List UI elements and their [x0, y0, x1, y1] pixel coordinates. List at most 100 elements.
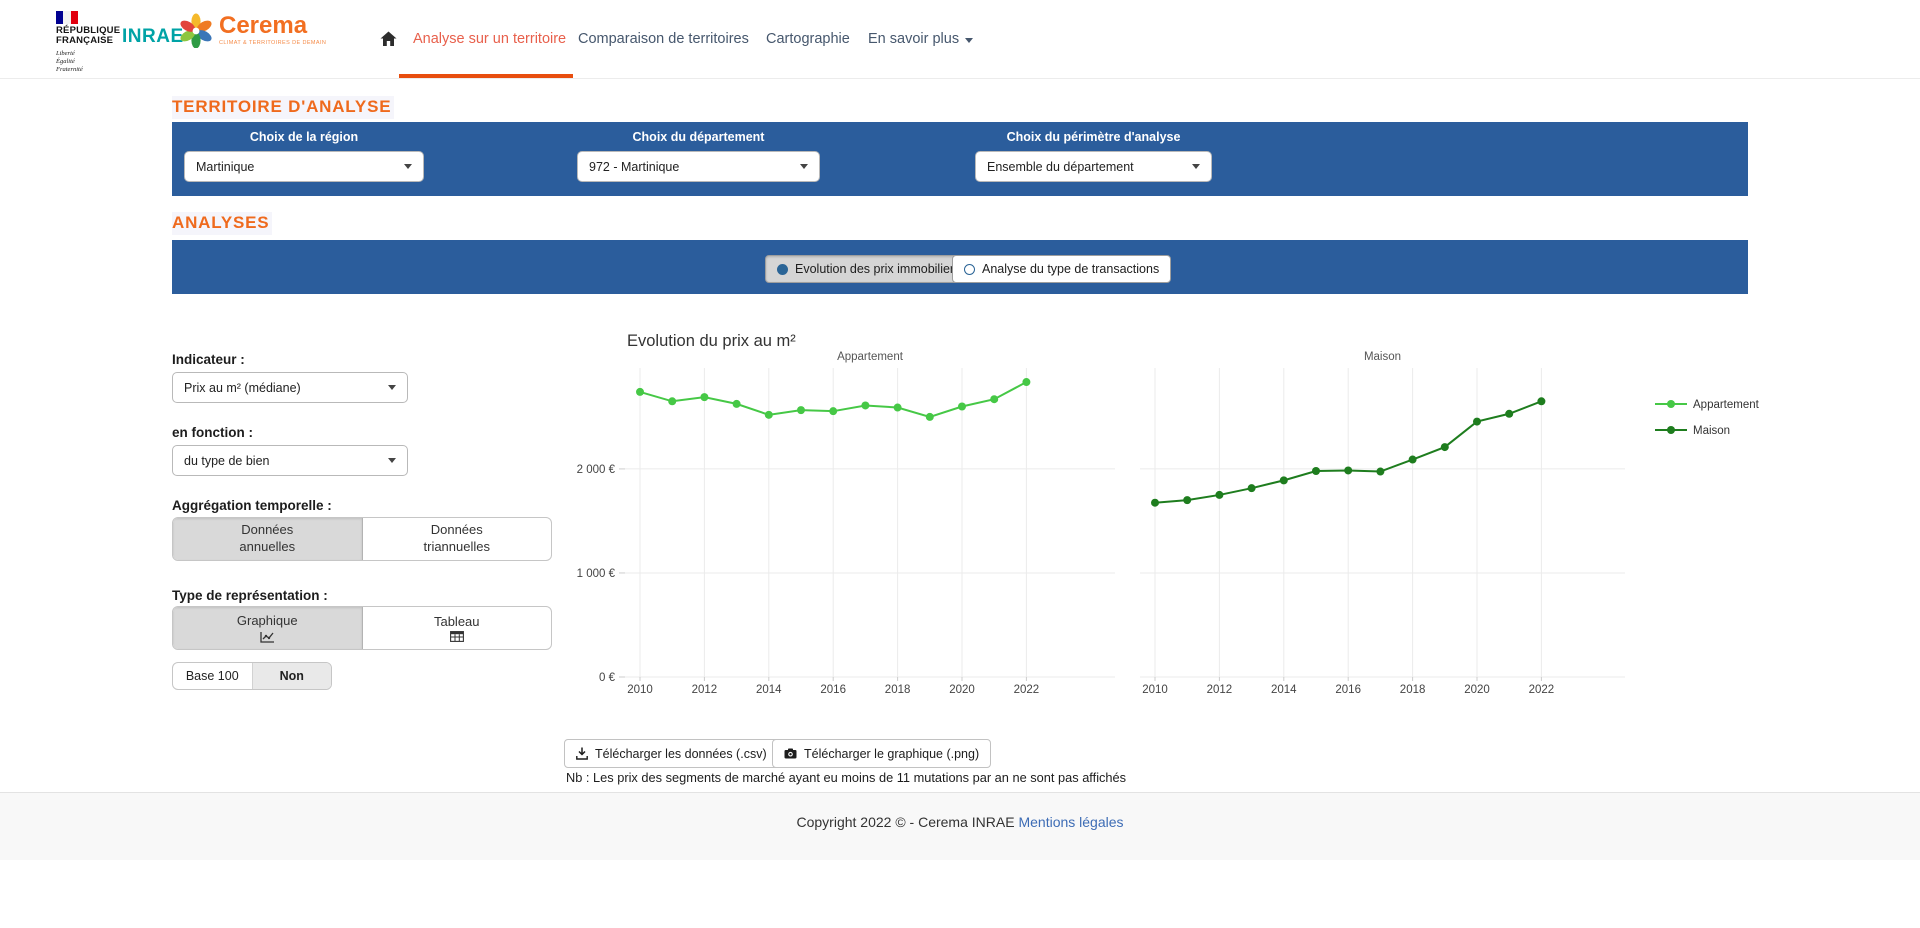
- svg-text:2022: 2022: [1014, 684, 1040, 696]
- region-select[interactable]: Martinique: [184, 151, 424, 182]
- nav-item-comparaison-territoires[interactable]: Comparaison de territoires: [578, 31, 749, 47]
- line-chart-icon: [260, 631, 275, 643]
- nav-item-analyse-territoire[interactable]: Analyse sur un territoire: [413, 31, 567, 47]
- republique-motto: Liberté Égalité Fraternité: [56, 49, 83, 74]
- representation-label: Type de représentation :: [172, 588, 328, 603]
- region-select-value: Martinique: [196, 159, 255, 174]
- nav-item-en-savoir-plus[interactable]: En savoir plus: [868, 0, 974, 78]
- representation-option-graphique[interactable]: Graphique: [173, 607, 363, 649]
- base100-toggle: Base 100 Non: [172, 662, 332, 690]
- download-png-label: Télécharger le graphique (.png): [804, 746, 980, 761]
- cerema-name: Cerema: [219, 12, 308, 39]
- camera-icon: [784, 748, 797, 759]
- home-icon[interactable]: [380, 0, 397, 78]
- svg-text:2012: 2012: [692, 684, 718, 696]
- radio-label: Analyse du type de transactions: [982, 262, 1160, 276]
- aggregation-option-donnees-annuelles[interactable]: Données annuelles: [173, 518, 363, 560]
- base100-value-segment[interactable]: Non: [251, 663, 331, 689]
- download-csv-button[interactable]: Télécharger les données (.csv): [564, 739, 779, 768]
- download-png-button[interactable]: Télécharger le graphique (.png): [772, 739, 992, 768]
- table-icon: [449, 631, 464, 643]
- perimetre-label: Choix du périmètre d'analyse: [1006, 130, 1181, 144]
- cerema-pinwheel-icon: [178, 12, 214, 49]
- radio-evolution-prix-immobilier[interactable]: Evolution des prix immobilier: [765, 255, 967, 283]
- svg-text:2016: 2016: [1335, 684, 1361, 696]
- departement-select[interactable]: 972 - Martinique: [577, 151, 820, 182]
- chevron-down-icon: [388, 458, 396, 463]
- svg-text:Maison: Maison: [1693, 425, 1730, 437]
- indicateur-select-value: Prix au m² (médiane): [184, 380, 301, 395]
- svg-text:2010: 2010: [1142, 684, 1168, 696]
- chevron-down-icon: [1192, 164, 1200, 169]
- indicateur-select[interactable]: Prix au m² (médiane): [172, 372, 408, 403]
- aggregation-label: Aggrégation temporelle :: [172, 498, 332, 513]
- svg-text:2018: 2018: [1400, 684, 1426, 696]
- base100-label-segment[interactable]: Base 100: [185, 669, 239, 683]
- active-tab-underline: [399, 74, 573, 78]
- representation-option-tableau[interactable]: Tableau: [363, 607, 552, 649]
- svg-text:Appartement: Appartement: [1693, 399, 1760, 411]
- svg-text:2014: 2014: [756, 684, 782, 696]
- radio-label: Evolution des prix immobilier: [795, 262, 955, 276]
- chevron-down-icon: [800, 164, 808, 169]
- svg-text:2 000 €: 2 000 €: [577, 464, 616, 476]
- svg-text:2010: 2010: [627, 684, 653, 696]
- perimetre-select[interactable]: Ensemble du département: [975, 151, 1212, 182]
- copyright-text: Copyright 2022 © - Cerema INRAE: [796, 814, 1015, 830]
- svg-text:2018: 2018: [885, 684, 911, 696]
- segment-label-line: Données: [430, 522, 483, 538]
- perimetre-select-value: Ensemble du département: [987, 159, 1134, 174]
- territoire-heading: TERRITOIRE D'ANALYSE: [172, 96, 395, 119]
- aggregation-toggle-group: Données annuelles Données triannuelles: [172, 517, 552, 561]
- representation-toggle-group: Graphique Tableau: [172, 606, 552, 650]
- republique-francaise-logo: RÉPUBLIQUE FRANÇAISE Liberté Égalité Fra…: [56, 11, 146, 74]
- svg-text:2020: 2020: [1464, 684, 1490, 696]
- radio-checked-icon: [777, 263, 788, 275]
- svg-text:0 €: 0 €: [599, 672, 616, 684]
- radio-analyse-type-transactions[interactable]: Analyse du type de transactions: [952, 255, 1172, 283]
- chart-note: Nb : Les prix des segments de marché aya…: [566, 770, 1127, 785]
- mentions-legales-link[interactable]: Mentions légales: [1018, 814, 1124, 830]
- nav-item-label: En savoir plus: [868, 31, 960, 47]
- territoire-panel: Choix de la région Choix du département …: [172, 122, 1748, 196]
- fonction-select[interactable]: du type de bien: [172, 445, 408, 476]
- svg-text:Maison: Maison: [1364, 351, 1401, 363]
- fonction-label: en fonction :: [172, 425, 253, 440]
- segment-label-line: Données: [241, 522, 294, 538]
- french-flag-icon: [56, 11, 78, 24]
- svg-text:1 000 €: 1 000 €: [577, 568, 616, 580]
- radio-unchecked-icon: [964, 263, 975, 275]
- indicateur-label: Indicateur :: [172, 352, 245, 367]
- svg-text:2012: 2012: [1207, 684, 1233, 696]
- region-label: Choix de la région: [249, 130, 359, 144]
- analyses-heading: ANALYSES: [172, 212, 273, 235]
- aggregation-option-donnees-triannuelles[interactable]: Données triannuelles: [363, 518, 552, 560]
- nav-item-cartographie[interactable]: Cartographie: [766, 31, 850, 47]
- download-csv-label: Télécharger les données (.csv): [595, 746, 767, 761]
- download-icon: [576, 747, 588, 760]
- svg-text:2014: 2014: [1271, 684, 1297, 696]
- segment-label-line: Tableau: [433, 613, 480, 629]
- inrae-logo: INRAE: [122, 26, 184, 47]
- departement-select-value: 972 - Martinique: [589, 159, 680, 174]
- chevron-down-icon: [965, 37, 974, 43]
- fonction-select-value: du type de bien: [184, 453, 270, 468]
- chart-area: Evolution du prix au m² Appartement 2010 20…: [565, 322, 1765, 715]
- svg-text:2016: 2016: [820, 684, 846, 696]
- cerema-logo: Cerema CLIMAT & TERRITOIRES DE DEMAIN: [178, 12, 327, 49]
- svg-text:2020: 2020: [949, 684, 975, 696]
- header: RÉPUBLIQUE FRANÇAISE Liberté Égalité Fra…: [0, 0, 1920, 79]
- segment-label-line: triannuelles: [423, 539, 491, 554]
- departement-label: Choix du département: [632, 130, 765, 144]
- chevron-down-icon: [388, 385, 396, 390]
- price-evolution-chart[interactable]: Evolution du prix au m² Appartement 2010 20…: [565, 322, 1765, 710]
- chevron-down-icon: [404, 164, 412, 169]
- svg-text:Evolution du prix au m²: Evolution du prix au m²: [627, 332, 796, 350]
- footer: Copyright 2022 © - Cerema INRAE Mentions…: [0, 792, 1920, 860]
- cerema-tagline: CLIMAT & TERRITOIRES DE DEMAIN: [219, 40, 327, 46]
- segment-label-line: annuelles: [239, 539, 296, 554]
- republique-logo-text: RÉPUBLIQUE FRANÇAISE: [56, 25, 121, 47]
- svg-text:Appartement: Appartement: [837, 351, 904, 363]
- segment-label-line: Graphique: [236, 613, 298, 629]
